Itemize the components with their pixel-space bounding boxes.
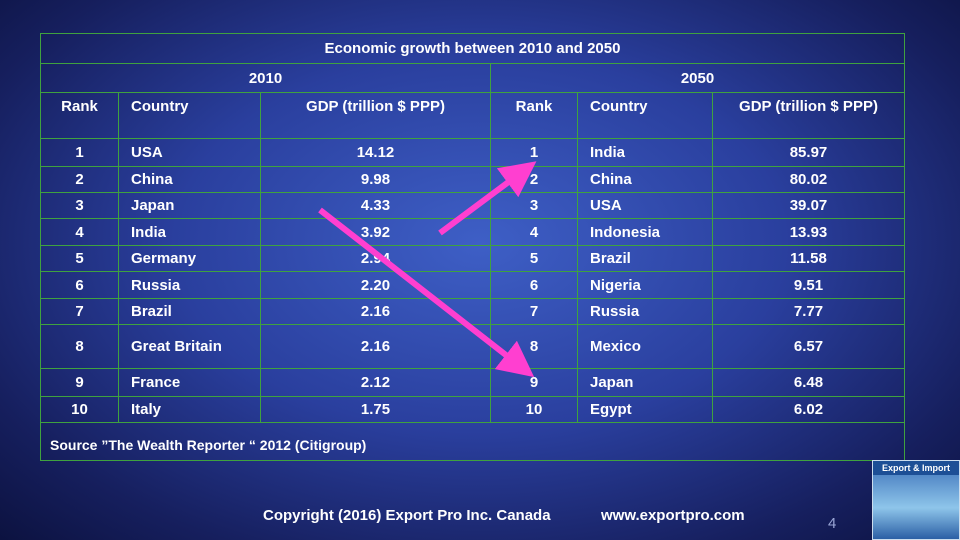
website: www.exportpro.com <box>601 507 745 524</box>
badge-title: Export & Import <box>873 461 959 475</box>
page-number: 4 <box>828 515 837 532</box>
source-note: Source ”The Wealth Reporter “ 2012 (Citi… <box>40 422 905 461</box>
badge: Export & Import <box>872 460 960 540</box>
arrow-up <box>438 161 537 236</box>
copyright: Copyright (2016) Export Pro Inc. Canada <box>263 507 551 524</box>
arrow-down <box>318 207 535 378</box>
